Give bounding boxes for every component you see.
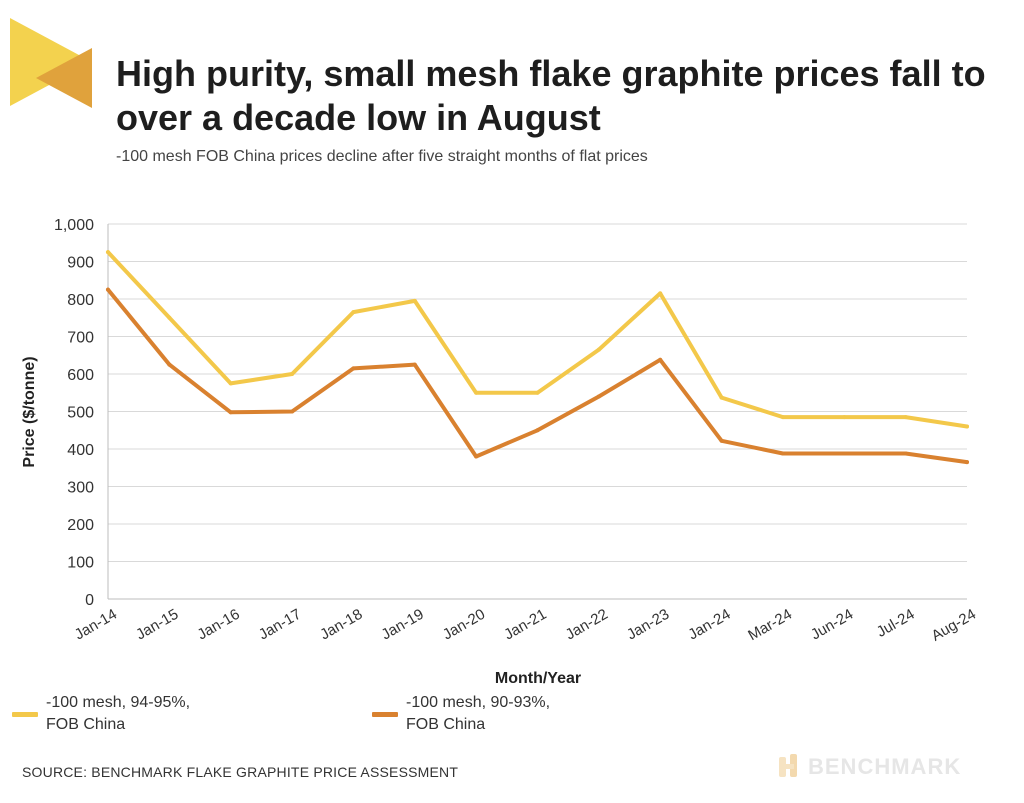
series-1-point: [535, 390, 540, 395]
y-tick-label: 700: [67, 330, 94, 347]
y-axis-ticks: 0 100 200 300 400 500 600 700 800 900 1,000: [54, 217, 94, 609]
x-tick-label: Jan-16: [194, 606, 242, 644]
y-tick-label: 600: [67, 367, 94, 384]
x-tick-label: Jan-23: [624, 606, 672, 644]
x-tick-label: Jan-19: [379, 606, 427, 644]
legend-swatch-series1: [12, 712, 38, 717]
chart-subtitle: -100 mesh FOB China prices decline after…: [116, 148, 648, 165]
series-2-point: [596, 394, 601, 399]
y-tick-label: 0: [85, 592, 94, 609]
x-tick-label: Jul-24: [874, 606, 918, 641]
series-2-point: [106, 287, 110, 292]
series-2-point: [228, 410, 233, 415]
source-note: SOURCE: BENCHMARK FLAKE GRAPHITE PRICE A…: [22, 764, 459, 780]
x-tick-label: Jan-22: [563, 606, 611, 644]
x-tick-label: Jan-21: [501, 606, 549, 644]
y-tick-label: 800: [67, 292, 94, 309]
series-2-point: [719, 438, 724, 443]
series-line-2: [106, 287, 969, 465]
series-1-point: [474, 390, 479, 395]
benchmark-triangle-logo: [10, 18, 92, 108]
series-2-point: [903, 451, 908, 456]
x-tick-label: Mar-24: [745, 606, 795, 644]
legend-label-series1-line2: FOB China: [46, 716, 126, 733]
series-1-point: [780, 415, 785, 420]
y-axis-label: Price ($/tonne): [21, 356, 38, 467]
benchmark-brand-wordmark: BENCHMARK: [808, 754, 962, 779]
series-1-point: [351, 310, 356, 315]
series-2-point: [658, 357, 663, 362]
x-tick-label: Jun-24: [808, 606, 856, 644]
series-1-point: [412, 298, 417, 303]
series-2-point: [965, 460, 969, 465]
series-1-point: [167, 315, 172, 320]
series-group: [106, 250, 969, 465]
series-1-point: [228, 381, 233, 386]
series-1-point: [903, 415, 908, 420]
y-tick-label: 500: [67, 405, 94, 422]
series-line-1: [106, 250, 969, 429]
series-2-point: [351, 366, 356, 371]
series-2-point: [474, 454, 479, 459]
grid-lines: [107, 223, 967, 600]
y-tick-label: 1,000: [54, 217, 94, 234]
series-2-point: [780, 451, 785, 456]
benchmark-brand-icon: [779, 754, 797, 777]
legend-label-series1-line1: -100 mesh, 94-95%,: [46, 694, 191, 711]
chart-title: High purity, small mesh flake graphite p…: [116, 53, 986, 138]
series-2-point: [290, 409, 295, 414]
series-2-point: [167, 362, 172, 367]
y-tick-label: 100: [67, 555, 94, 572]
x-tick-label: Jan-17: [256, 606, 304, 644]
x-axis-label: Month/Year: [495, 670, 581, 687]
legend-swatch-series2: [372, 712, 398, 717]
x-tick-label: Jan-18: [317, 606, 365, 644]
series-1-point: [658, 291, 663, 296]
y-tick-label: 900: [67, 255, 94, 272]
x-tick-label: Jan-24: [685, 606, 733, 644]
series-2-point: [412, 362, 417, 367]
legend-label-series2-line2: FOB China: [406, 716, 486, 733]
y-tick-label: 200: [67, 517, 94, 534]
series-1-point: [965, 424, 969, 429]
series-1-point: [842, 415, 847, 420]
x-tick-label: Jan-15: [133, 606, 181, 644]
x-tick-label: Jan-14: [72, 606, 120, 644]
series-1-point: [106, 250, 110, 255]
series-1-point: [719, 395, 724, 400]
x-tick-label: Aug-24: [929, 606, 979, 645]
series-2-point: [842, 451, 847, 456]
x-axis-ticks: Jan-14 Jan-15 Jan-16 Jan-17 Jan-18 Jan-19 Jan-…: [72, 606, 979, 645]
x-tick-label: Jan-20: [440, 606, 488, 644]
series-1-point: [290, 372, 295, 376]
y-tick-label: 400: [67, 442, 94, 459]
legend-label-series2-line1: -100 mesh, 90-93%,: [406, 694, 551, 711]
series-1-point: [596, 347, 601, 352]
y-tick-label: 300: [67, 480, 94, 497]
series-2-point: [535, 428, 540, 433]
